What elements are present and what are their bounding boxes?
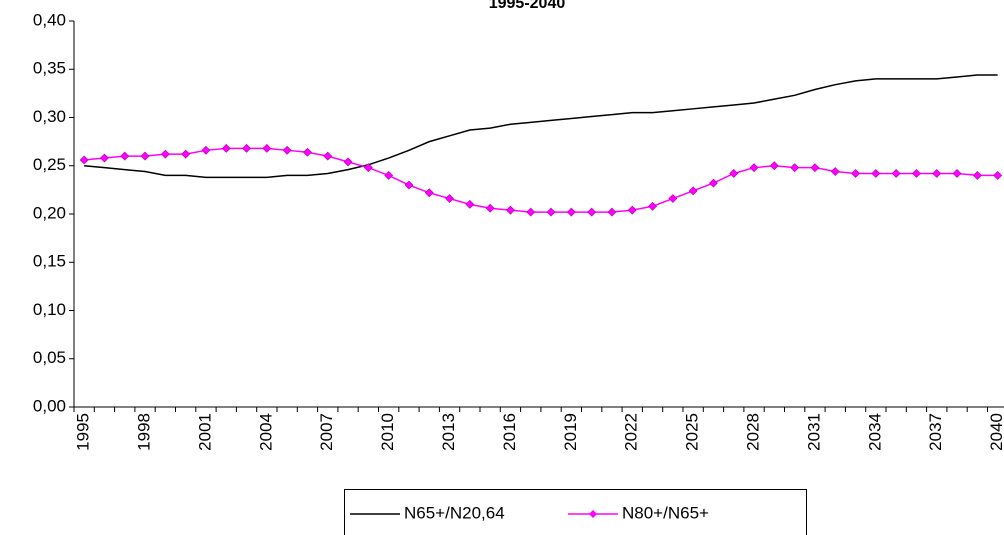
point-marker — [363, 163, 373, 173]
x-tick-label: 2040 — [987, 413, 1004, 451]
legend-label: N80+/N65+ — [622, 503, 709, 522]
y-tick-label: 0,35 — [33, 59, 66, 78]
point-marker — [343, 157, 353, 167]
x-tick-label: 2022 — [622, 413, 641, 451]
x-tick-label: 2037 — [926, 413, 945, 451]
point-marker — [424, 188, 434, 198]
point-marker — [404, 180, 414, 190]
point-marker — [242, 143, 251, 153]
point-marker — [607, 207, 617, 217]
y-tick-label: 0,05 — [33, 348, 66, 367]
y-tick-label: 0,30 — [33, 107, 66, 126]
point-marker — [546, 207, 556, 217]
chart-title: 1995-2040 — [489, 0, 566, 12]
point-marker — [993, 170, 1003, 180]
point-marker — [790, 163, 800, 173]
series-line — [84, 74, 998, 179]
series-line — [84, 147, 998, 213]
point-marker — [303, 147, 312, 157]
x-tick-label: 2004 — [256, 413, 275, 451]
point-marker — [851, 169, 860, 178]
point-marker — [668, 194, 678, 203]
point-marker — [323, 151, 333, 161]
point-marker — [262, 143, 272, 153]
point-marker — [912, 169, 921, 178]
x-tick-label: 1998 — [135, 413, 154, 451]
y-tick-label: 0,25 — [33, 155, 66, 174]
point-marker — [749, 163, 759, 173]
x-tick-label: 2010 — [378, 413, 397, 451]
point-marker — [445, 194, 454, 203]
point-marker — [79, 155, 89, 165]
x-tick-label: 2025 — [683, 413, 702, 451]
legend-label: N65+/N20,64 — [404, 503, 505, 522]
x-tick-label: 2028 — [744, 413, 763, 451]
point-marker — [810, 163, 820, 173]
point-marker — [282, 145, 292, 155]
point-marker — [566, 207, 576, 217]
legend-marker — [589, 510, 597, 518]
point-marker — [709, 178, 718, 188]
x-tick-label: 1995 — [74, 413, 93, 451]
point-marker — [160, 149, 170, 159]
point-marker — [769, 161, 779, 171]
point-marker — [587, 207, 597, 217]
point-marker — [201, 145, 211, 155]
x-tick-label: 2007 — [317, 413, 336, 451]
point-marker — [627, 205, 637, 215]
y-tick-label: 0,10 — [33, 300, 66, 319]
point-marker — [952, 169, 962, 178]
point-marker — [120, 151, 130, 161]
point-marker — [729, 169, 739, 178]
point-marker — [871, 169, 881, 178]
x-tick-label: 2016 — [500, 413, 519, 451]
point-marker — [506, 205, 515, 215]
y-tick-label: 0,15 — [33, 252, 66, 271]
x-tick-label: 2034 — [865, 413, 884, 451]
y-tick-label: 0,40 — [33, 10, 66, 29]
x-tick-label: 2001 — [195, 413, 214, 451]
point-marker — [932, 169, 942, 178]
point-marker — [972, 170, 982, 180]
point-marker — [100, 153, 109, 163]
point-marker — [648, 201, 657, 211]
legend-box — [344, 489, 807, 535]
y-tick-label: 0,00 — [33, 396, 66, 415]
point-marker — [140, 151, 150, 161]
point-marker — [526, 207, 536, 217]
x-tick-label: 2019 — [561, 413, 580, 451]
point-marker — [181, 149, 191, 159]
point-marker — [891, 169, 901, 178]
point-marker — [465, 199, 475, 209]
point-marker — [485, 203, 495, 213]
x-tick-label: 2031 — [804, 413, 823, 451]
y-tick-label: 0,20 — [33, 203, 66, 222]
point-marker — [688, 186, 698, 196]
point-marker — [221, 143, 231, 153]
x-tick-label: 2013 — [439, 413, 458, 451]
point-marker — [384, 170, 394, 180]
point-marker — [830, 167, 840, 176]
